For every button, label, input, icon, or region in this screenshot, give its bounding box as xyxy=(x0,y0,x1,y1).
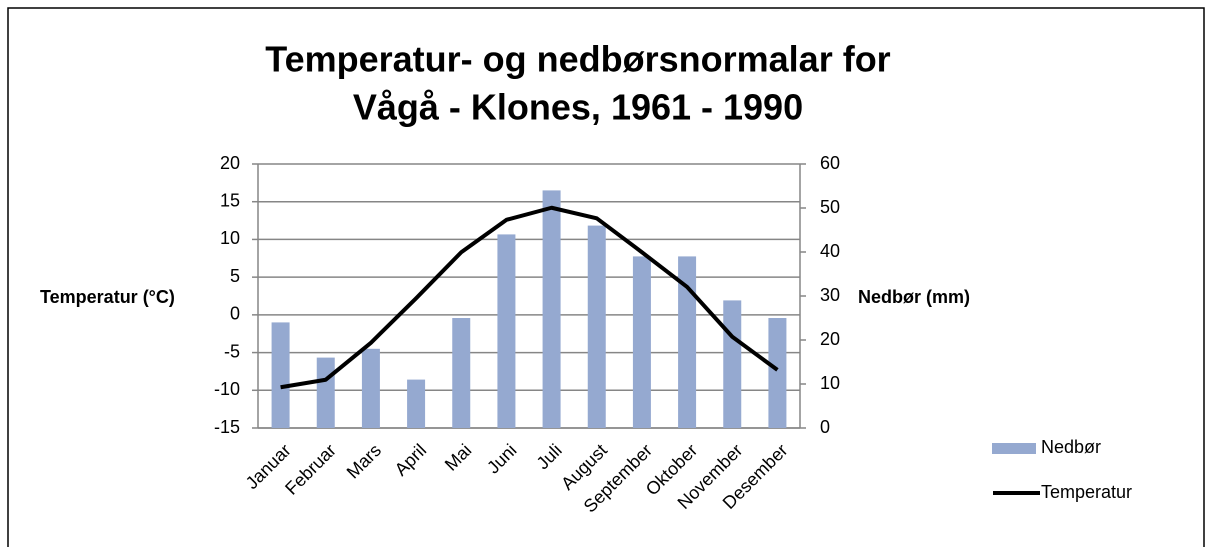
y-tick-label: 5 xyxy=(230,266,240,286)
bar xyxy=(407,379,426,428)
legend-label: Nedbør xyxy=(1041,437,1101,457)
bar xyxy=(768,318,787,428)
bar xyxy=(361,348,380,428)
y2-tick-label: 0 xyxy=(820,417,830,437)
y2-tick-label: 40 xyxy=(820,241,840,261)
y2-tick-label: 20 xyxy=(820,329,840,349)
bar xyxy=(587,225,606,428)
chart-title: Temperatur- og nedbørsnormalar for xyxy=(265,39,890,80)
y-tick-label: 15 xyxy=(220,190,240,210)
bar xyxy=(632,256,651,428)
y-tick-label: -10 xyxy=(214,379,240,399)
y-tick-label: 0 xyxy=(230,304,240,324)
y-tick-label: -15 xyxy=(214,417,240,437)
bar xyxy=(542,190,561,428)
y2-tick-label: 30 xyxy=(820,285,840,305)
bar xyxy=(271,322,290,428)
line xyxy=(280,205,779,390)
bar xyxy=(452,318,471,428)
y2-axis-label: Nedbør (mm) xyxy=(858,287,970,307)
bar xyxy=(316,357,335,428)
legend-swatch xyxy=(992,443,1036,454)
legend-label: Temperatur xyxy=(1041,482,1132,502)
bar xyxy=(497,234,516,428)
y-tick-label: -5 xyxy=(224,341,240,361)
y2-tick-label: 10 xyxy=(820,373,840,393)
bar xyxy=(723,300,742,428)
y-tick-label: 10 xyxy=(220,228,240,248)
bar xyxy=(678,256,697,428)
y-axis-label: Temperatur (°C) xyxy=(40,287,175,307)
y2-tick-label: 50 xyxy=(820,197,840,217)
y2-tick-label: 60 xyxy=(820,153,840,173)
chart-title: Vågå - Klones, 1961 - 1990 xyxy=(353,87,803,128)
y-tick-label: 20 xyxy=(220,153,240,173)
